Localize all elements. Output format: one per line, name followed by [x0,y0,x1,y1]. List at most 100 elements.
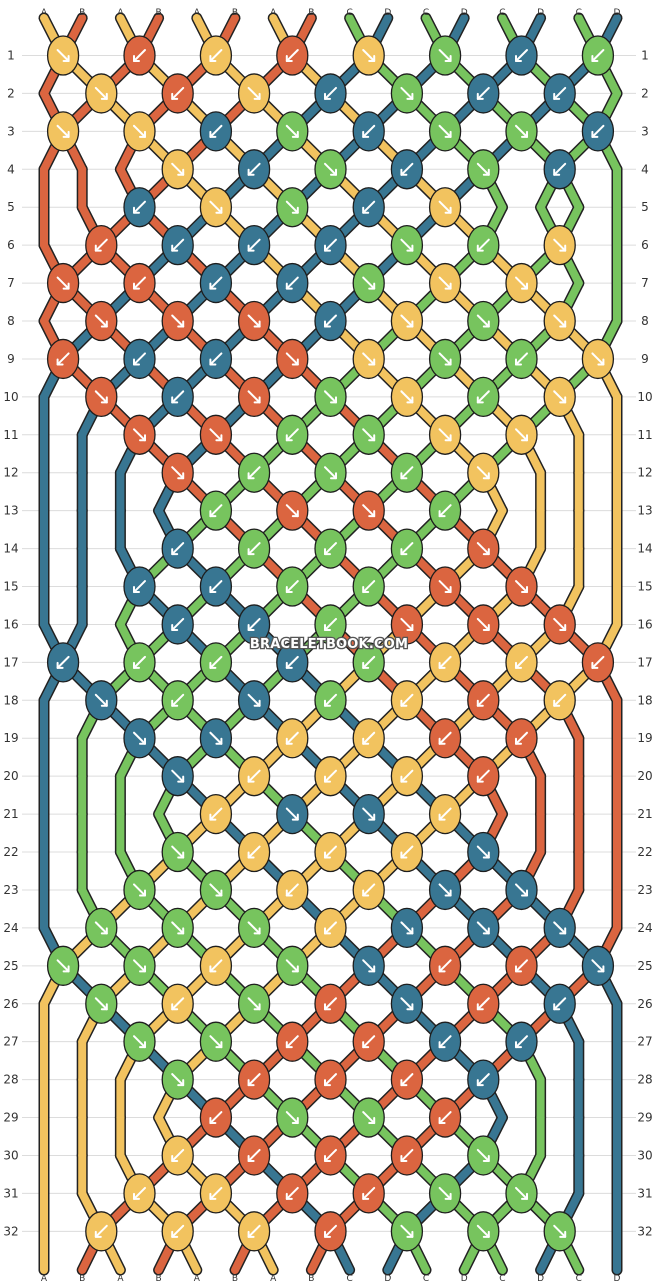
knot [123,566,156,607]
knot-arrow-icon [438,428,452,442]
string-label-bottom: A [117,1274,124,1284]
knot-arrowhead-icon [139,889,146,897]
knot-arrow-icon [400,997,414,1011]
knot [467,376,500,418]
knot-arrow-icon [362,352,376,366]
knot [237,149,271,190]
knot-arrowhead-icon [559,396,567,404]
knot-arrow-icon [476,162,490,176]
knot [543,604,576,645]
knot-arrowhead-icon [482,623,490,631]
knot-arrowhead-icon [444,55,452,62]
knot-arrow-icon [515,959,528,973]
knot-arrowhead-icon [133,358,140,366]
knot [314,756,347,797]
row-number-left: 26 [3,997,18,1011]
knot-arrowhead-icon [62,965,70,973]
knot-arrowhead-icon [400,472,408,480]
knot-arrowhead-icon [171,623,179,631]
row-number-right: 22 [637,845,652,859]
knot [314,1211,347,1252]
string-label-top: B [79,8,85,18]
knot [467,1135,500,1176]
knot-arrow-icon [209,580,223,594]
knot-arrowhead-icon [400,548,408,556]
knot-arrowhead-icon [209,510,217,518]
knot-arrow-icon [362,883,376,897]
knot-arrowhead-icon [209,55,217,62]
knot [276,642,309,683]
knot-arrow-icon [324,542,337,556]
knot-arrowhead-icon [444,889,452,897]
knot [85,300,118,342]
knot [467,907,500,949]
knot-arrow-icon [285,276,299,290]
knot-arrowhead-icon [324,775,331,783]
knot [237,224,271,266]
knot [161,1059,194,1100]
knot [123,718,156,759]
knot-arrowhead-icon [476,699,484,707]
knot [352,1021,385,1062]
knot [237,604,271,645]
row-number-right: 6 [641,238,649,252]
knot-arrowhead-icon [171,699,179,707]
knot-arrowhead-icon [247,623,255,631]
knot [161,983,194,1024]
knot [428,869,462,911]
knot-arrow-icon [362,276,376,290]
knot-arrow-icon [171,845,185,859]
knot-arrowhead-icon [482,1154,490,1162]
knot-arrow-icon [400,693,414,707]
knot-arrowhead-icon [515,661,522,669]
row-number-right: 11 [637,428,652,442]
knot-arrowhead-icon [324,1079,331,1087]
knot [237,452,271,493]
knot-arrow-icon [362,124,376,138]
knot [505,1173,538,1214]
knot-arrow-icon [362,807,376,821]
string-label-top: A [270,8,277,18]
knot-arrowhead-icon [324,92,331,100]
knot-arrow-icon [476,238,490,252]
knot-arrowhead-icon [400,775,408,783]
knot-arrow-icon [400,1224,414,1238]
knot-arrowhead-icon [515,965,522,973]
knot [352,1097,385,1138]
knot-arrow-icon [553,1224,567,1238]
knot [428,490,462,531]
knot-arrow-icon [324,1073,337,1087]
knot [161,300,194,342]
knot-arrow-icon [476,693,490,707]
knot [390,604,424,645]
knot-arrowhead-icon [215,889,223,897]
knot-arrow-icon [171,390,185,404]
knot [543,680,576,721]
string-label-bottom: B [232,1274,238,1284]
row-number-right: 26 [637,997,652,1011]
knot-arrowhead-icon [253,92,261,100]
knot [314,224,347,266]
knot-arrowhead-icon [171,92,179,100]
knot-arrowhead-icon [362,130,370,138]
knot [428,718,462,759]
knot [467,149,500,190]
row-number-right: 2 [641,86,649,100]
string-label-bottom: A [194,1274,201,1284]
knot-arrow-icon [133,731,146,745]
knot-arrowhead-icon [291,1117,299,1125]
knot [390,983,424,1024]
knot-arrow-icon [247,693,261,707]
knot-grid [46,35,615,1252]
knot-arrowhead-icon [209,965,217,973]
knot [428,338,462,380]
knot-arrow-icon [553,314,567,328]
row-number-right: 24 [637,921,652,935]
row-number-right: 3 [641,124,649,138]
knot-arrow-icon [171,997,185,1011]
knot-arrow-icon [324,693,337,707]
knot-arrow-icon [94,86,108,100]
knot-arrowhead-icon [438,965,446,973]
knot [352,111,385,152]
row-number-right: 7 [641,276,649,290]
